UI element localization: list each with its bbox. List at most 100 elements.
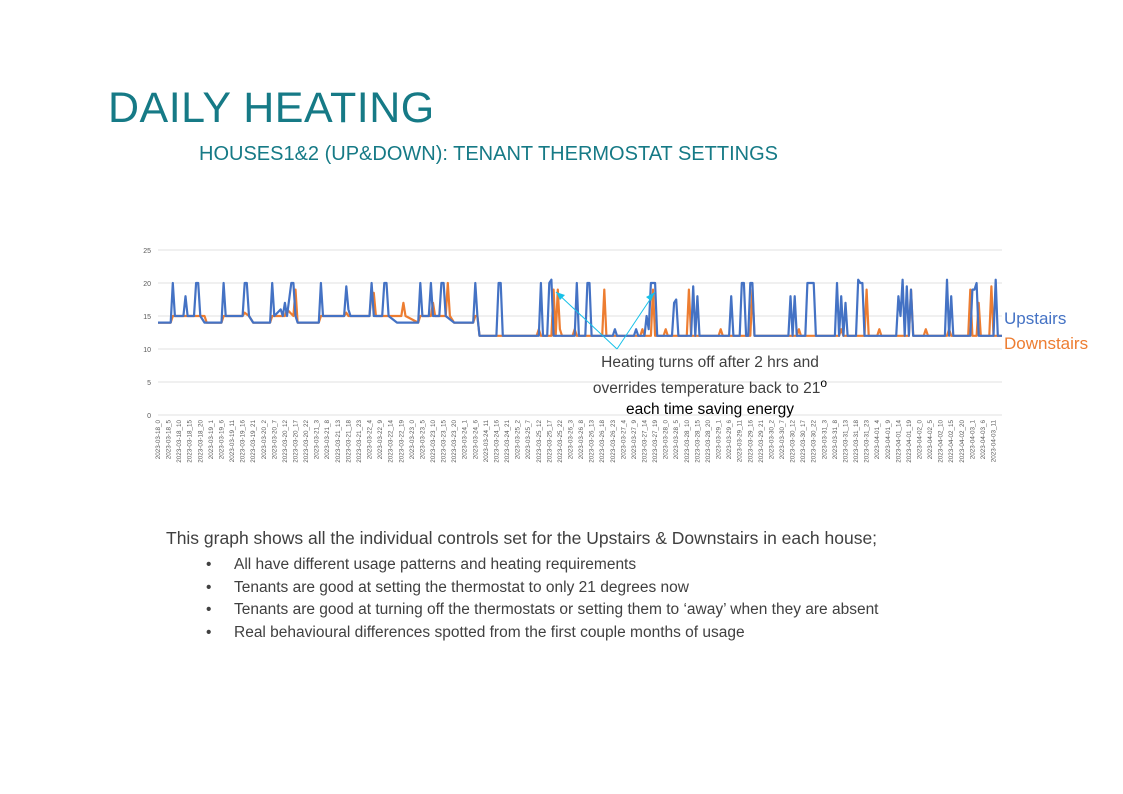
x-tick-label: 2023-03-31_23 [864, 420, 871, 463]
bullet-icon: • [206, 623, 212, 641]
bullet-icon: • [206, 601, 212, 618]
x-tick-label: 2023-03-22_9 [377, 420, 384, 460]
x-tick-label: 2023-03-30_12 [790, 420, 797, 463]
x-tick-label: 2023-03-22_19 [398, 420, 405, 463]
x-tick-label: 2023-03-27_9 [631, 420, 638, 460]
x-tick-label: 2023-03-26_8 [578, 420, 585, 460]
x-tick-label: 2023-03-30_7 [779, 420, 786, 460]
series-line-upstairs [158, 278, 1002, 337]
x-tick-label: 2023-03-28_20 [705, 420, 712, 463]
x-axis-ticks: 2023-03-18_0 2023-03-18_5 2023-03-18_10 202… [155, 420, 998, 463]
x-tick-label: 2023-04-02_10 [938, 420, 945, 463]
y-tick-label: 0 [147, 413, 151, 420]
bullet-item: • Tenants are good at setting the thermos… [166, 577, 1066, 600]
x-tick-label: 2023-03-28_5 [673, 420, 680, 460]
x-tick-label: 2023-03-26_18 [599, 420, 606, 463]
chart-annotation: Heating turns off after 2 hrs and overri… [560, 352, 860, 420]
annotation-arrowhead-left [556, 292, 565, 300]
x-tick-label: 2023-03-28_15 [694, 420, 701, 463]
x-tick-label: 2023-03-25_2 [515, 420, 522, 460]
x-tick-label: 2023-03-20_2 [261, 420, 268, 460]
x-tick-label: 2023-04-02_20 [959, 420, 966, 463]
x-tick-label: 2023-03-25_12 [536, 420, 543, 463]
y-tick-label: 25 [143, 248, 151, 255]
x-tick-label: 2023-03-18_0 [155, 420, 162, 460]
bullet-item: • All have different usage patterns and h… [166, 554, 1066, 577]
x-tick-label: 2023-04-03_11 [991, 420, 998, 463]
x-tick-label: 2023-04-02_5 [927, 420, 934, 460]
annotation-arrow-right [616, 291, 656, 350]
x-tick-label: 2023-03-24_11 [483, 420, 490, 463]
x-tick-label: 2023-04-02_0 [917, 420, 924, 460]
description-lead: This graph shows all the individual cont… [166, 528, 878, 548]
x-tick-label: 2023-03-20_7 [271, 420, 278, 460]
bullet-list: • All have different usage patterns and h… [166, 554, 1066, 644]
x-tick-label: 2023-04-03_1 [969, 420, 976, 460]
x-tick-label: 2023-03-20_17 [292, 420, 299, 463]
annotation-line-2: overrides temperature back to 21o [592, 376, 828, 398]
legend-upstairs: Upstairs [1004, 309, 1067, 328]
y-tick-label: 20 [143, 281, 151, 288]
x-tick-label: 2023-03-23_10 [430, 420, 437, 463]
y-tick-label: 10 [143, 347, 151, 354]
x-tick-label: 2023-04-01_19 [906, 420, 913, 463]
x-tick-label: 2023-03-28_10 [684, 420, 691, 463]
x-tick-label: 2023-03-19_6 [218, 420, 225, 460]
x-tick-label: 2023-03-20_12 [282, 420, 289, 463]
x-tick-label: 2023-04-02_15 [948, 420, 955, 463]
degree-symbol: o [820, 376, 828, 390]
x-tick-label: 2023-03-30_17 [800, 420, 807, 463]
x-tick-label: 2023-03-19_16 [240, 420, 247, 463]
x-tick-label: 2023-03-29_1 [716, 420, 723, 460]
x-tick-label: 2023-03-22_14 [388, 420, 395, 463]
x-tick-label: 2023-03-24_1 [462, 420, 469, 460]
x-tick-label: 2023-03-31_13 [842, 420, 849, 463]
x-tick-label: 2023-04-01_14 [895, 420, 902, 463]
x-tick-label: 2023-03-19_11 [229, 420, 236, 463]
x-tick-label: 2023-03-27_14 [642, 420, 649, 463]
slide-subtitle: HOUSES1&2 (UP&DOWN): TENANT THERMOSTAT S… [199, 143, 778, 165]
x-tick-label: 2023-03-31_8 [832, 420, 839, 460]
x-tick-label: 2023-03-29_21 [758, 420, 765, 463]
chart-gridlines [158, 249, 1002, 416]
x-tick-label: 2023-03-28_0 [663, 420, 670, 460]
y-axis-ticks: 0 5 10 15 20 25 [143, 248, 151, 420]
x-tick-label: 2023-03-21_3 [314, 420, 321, 460]
x-tick-label: 2023-03-30_2 [768, 420, 775, 460]
annotation-line-3: each time saving energy [625, 401, 794, 419]
x-tick-label: 2023-03-23_5 [419, 420, 426, 460]
y-tick-label: 5 [147, 380, 151, 387]
x-tick-label: 2023-03-23_15 [441, 420, 448, 463]
annotation-line-1: Heating turns off after 2 hrs and [601, 354, 819, 371]
chart-series [158, 278, 1002, 337]
x-tick-label: 2023-03-24_16 [493, 420, 500, 463]
x-tick-label: 2023-03-18_20 [197, 420, 204, 463]
bullet-item: • Tenants are good at turning off the the… [166, 599, 1066, 622]
x-tick-label: 2023-03-18_15 [187, 420, 194, 463]
x-tick-label: 2023-03-24_21 [504, 420, 511, 463]
annotation-arrowhead-right [646, 292, 655, 301]
x-tick-label: 2023-03-22_4 [367, 420, 374, 460]
bullet-item: • Real behavioural differences spotted fr… [166, 622, 1066, 645]
x-tick-label: 2023-03-29_16 [747, 420, 754, 463]
annotation-arrow-left [555, 291, 618, 350]
x-tick-label: 2023-04-01_4 [874, 420, 881, 460]
x-tick-label: 2023-03-25_7 [525, 420, 532, 460]
legend-downstairs: Downstairs [1004, 334, 1089, 353]
x-tick-label: 2023-03-20_22 [303, 420, 310, 463]
x-tick-label: 2023-03-29_6 [726, 420, 733, 460]
x-tick-label: 2023-03-26_13 [589, 420, 596, 463]
x-tick-label: 2023-03-18_5 [166, 420, 173, 460]
x-tick-label: 2023-03-21_18 [345, 420, 352, 463]
bullet-icon: • [206, 578, 212, 596]
x-tick-label: 2023-04-01_9 [885, 420, 892, 460]
x-tick-label: 2023-03-25_22 [557, 420, 564, 463]
x-tick-label: 2023-03-30_22 [811, 420, 818, 463]
x-tick-label: 2023-03-26_3 [567, 420, 574, 460]
x-tick-label: 2023-03-21_13 [335, 420, 342, 463]
x-tick-label: 2023-03-26_23 [610, 420, 617, 463]
x-tick-label: 2023-03-25_17 [546, 420, 553, 463]
x-tick-label: 2023-03-19_1 [208, 420, 215, 460]
y-tick-label: 15 [143, 314, 151, 321]
